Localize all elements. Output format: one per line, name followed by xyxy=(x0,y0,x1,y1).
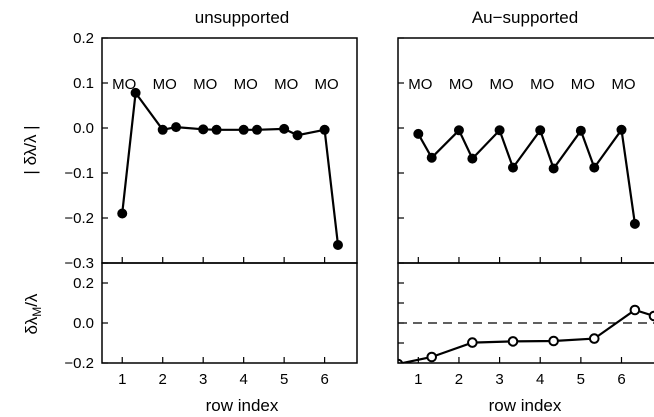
data-point xyxy=(467,337,478,348)
data-point xyxy=(319,124,330,135)
data-point xyxy=(629,218,640,229)
data-point xyxy=(535,125,546,136)
x-tick-label: 6 xyxy=(617,371,625,388)
x-tick-label: 4 xyxy=(536,371,544,388)
mo-label: MO xyxy=(449,76,473,93)
mo-label: MO xyxy=(112,76,136,93)
y-axis-label-bottom: δλM/λ xyxy=(22,293,44,334)
mo-label: MO xyxy=(408,76,432,93)
y-tick-label: 0.2 xyxy=(73,275,94,292)
x-tick-label: 3 xyxy=(495,371,503,388)
data-point xyxy=(211,124,222,135)
mo-label: MO xyxy=(490,76,514,93)
data-point xyxy=(426,351,438,363)
y-axis-label-bottom-tail: /λ xyxy=(22,293,41,307)
data-point xyxy=(589,162,600,173)
mo-label: MO xyxy=(611,76,635,93)
y-tick-label: −0.1 xyxy=(64,165,94,182)
series-line xyxy=(417,126,636,224)
data-point xyxy=(238,124,249,135)
data-point xyxy=(413,128,424,139)
x-tick-label: 4 xyxy=(239,371,247,388)
series-line xyxy=(398,308,654,363)
y-tick-label: 0.2 xyxy=(73,30,94,47)
x-axis-label-left: row index xyxy=(206,396,279,415)
mo-label: MO xyxy=(234,76,258,93)
plot-unsupported-top: −0.3 −0.2 −0.1 0.0 0.1 0.2 MO MO MO MO MO MO xyxy=(64,30,358,272)
x-tick-label: 2 xyxy=(455,371,463,388)
y-tick-label: −0.2 xyxy=(64,355,94,372)
data-point xyxy=(507,162,518,173)
panel-title-left: unsupported xyxy=(195,8,290,27)
x-tick-label: 2 xyxy=(159,371,167,388)
y-axis-label-bottom-main: δλ xyxy=(22,316,41,334)
x-tick-label: 1 xyxy=(118,371,126,388)
data-point xyxy=(507,336,519,347)
plot-au-supported-top: MO MO MO MO MO MO xyxy=(397,37,654,264)
y-tick-label: 0.0 xyxy=(73,120,94,137)
data-point xyxy=(575,125,586,136)
data-point xyxy=(616,124,627,135)
data-point xyxy=(198,124,209,135)
data-point xyxy=(548,163,559,174)
mo-label: MO xyxy=(153,76,177,93)
data-point xyxy=(494,125,505,136)
x-tick-label: 6 xyxy=(320,371,328,388)
mo-label: MO xyxy=(530,76,554,93)
y-tick-label: −0.3 xyxy=(64,255,94,272)
y-axis-label-bottom-sub: M xyxy=(30,307,44,317)
x-tick-label: 1 xyxy=(414,371,422,388)
mo-label: MO xyxy=(315,76,339,93)
data-point xyxy=(252,124,263,135)
data-point xyxy=(279,123,290,134)
data-point xyxy=(157,124,168,135)
data-point xyxy=(548,335,559,347)
x-tick-label: 3 xyxy=(199,371,207,388)
data-point xyxy=(292,130,303,141)
data-point xyxy=(453,125,464,136)
data-point xyxy=(629,304,641,316)
plot-frame xyxy=(101,262,358,364)
y-tick-label: 0.0 xyxy=(73,315,94,332)
plot-unsupported-bottom: 1 2 3 4 5 6 −0.2 0.0 0.2 xyxy=(64,262,358,388)
mo-label: MO xyxy=(274,76,298,93)
mo-label: MO xyxy=(571,76,595,93)
mo-label: MO xyxy=(193,76,217,93)
x-tick-label: 5 xyxy=(280,371,288,388)
y-tick-label: 0.1 xyxy=(73,75,94,92)
data-point xyxy=(130,87,141,98)
data-point xyxy=(588,333,600,344)
data-point xyxy=(648,310,654,322)
plot-au-supported-bottom: 1 2 3 4 5 6 xyxy=(397,262,654,388)
data-point xyxy=(117,208,128,219)
data-point xyxy=(171,122,182,133)
data-point xyxy=(426,152,437,163)
data-point xyxy=(467,153,478,164)
plot-frame xyxy=(101,37,358,264)
panel-title-right: Au−supported xyxy=(472,8,578,27)
series-line xyxy=(121,89,340,246)
x-tick-label: 5 xyxy=(577,371,585,388)
y-axis-label-top: | δλ/λ | xyxy=(21,125,40,174)
plot-frame xyxy=(397,262,654,364)
y-tick-label: −0.2 xyxy=(64,210,94,227)
data-point xyxy=(332,240,343,250)
x-axis-label-right: row index xyxy=(489,396,562,415)
